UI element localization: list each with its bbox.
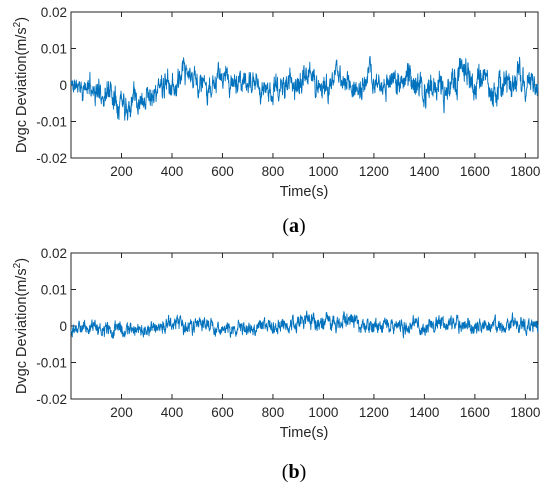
caption-b: (b) xyxy=(282,461,306,483)
x-tick-label: 1400 xyxy=(409,164,439,179)
x-tick-label: 800 xyxy=(262,164,285,179)
y-tick-label: -0.02 xyxy=(36,151,67,166)
ticks-b: 200 400 600 800 1000 1200 1400 1600 1800 -0.02 -0.… xyxy=(36,246,540,420)
ticks-a: 200 400 600 800 1000 1200 1400 1600 1800 -0.02 -0.… xyxy=(36,5,540,179)
x-tick-label: 600 xyxy=(211,405,234,420)
x-tick-label: 1200 xyxy=(359,405,389,420)
y-tick-label: -0.02 xyxy=(36,392,67,407)
x-tick-label: 1200 xyxy=(359,164,389,179)
x-tick-label: 400 xyxy=(161,405,184,420)
x-tick-label: 1800 xyxy=(510,405,540,420)
x-tick-label: 200 xyxy=(110,405,133,420)
panel-b: 200 400 600 800 1000 1200 1400 1600 1800 -0.02 -0.… xyxy=(12,246,540,483)
x-tick-label: 1000 xyxy=(308,164,338,179)
y-tick-label: -0.01 xyxy=(36,115,67,130)
plot-area-a xyxy=(70,11,539,159)
x-tick-label: 1800 xyxy=(510,164,540,179)
y-tick-label: 0.01 xyxy=(41,283,67,298)
y-tick-label: 0.02 xyxy=(41,246,67,261)
x-tick-label: 600 xyxy=(211,164,234,179)
y-axis-label-a: Dvgc Deviation(m/s2) xyxy=(12,17,30,153)
x-tick-label: 1600 xyxy=(460,405,490,420)
y-tick-label: 0.02 xyxy=(41,5,67,20)
series-line xyxy=(70,310,539,339)
series-a xyxy=(70,55,539,121)
x-axis-label-a: Time(s) xyxy=(280,184,329,200)
x-tick-label: 1000 xyxy=(308,405,338,420)
y-tick-label: 0 xyxy=(59,78,67,93)
y-axis-label-b: Dvgc Deviation(m/s2) xyxy=(12,258,30,394)
x-tick-label: 400 xyxy=(161,164,184,179)
y-tick-label: 0.01 xyxy=(41,42,67,57)
plot-area-b xyxy=(70,252,539,400)
x-tick-label: 200 xyxy=(110,164,133,179)
x-tick-label: 1600 xyxy=(460,164,490,179)
series-line xyxy=(70,55,539,121)
y-tick-label: -0.01 xyxy=(36,356,67,371)
series-b xyxy=(70,310,539,339)
y-tick-label: 0 xyxy=(59,319,67,334)
panel-a: 200 400 600 800 1000 1200 1400 1600 1800 -0.02 -0.… xyxy=(12,5,540,237)
caption-a: (a) xyxy=(282,215,305,237)
x-axis-label-b: Time(s) xyxy=(280,425,329,441)
x-tick-label: 1400 xyxy=(409,405,439,420)
x-tick-label: 800 xyxy=(262,405,285,420)
